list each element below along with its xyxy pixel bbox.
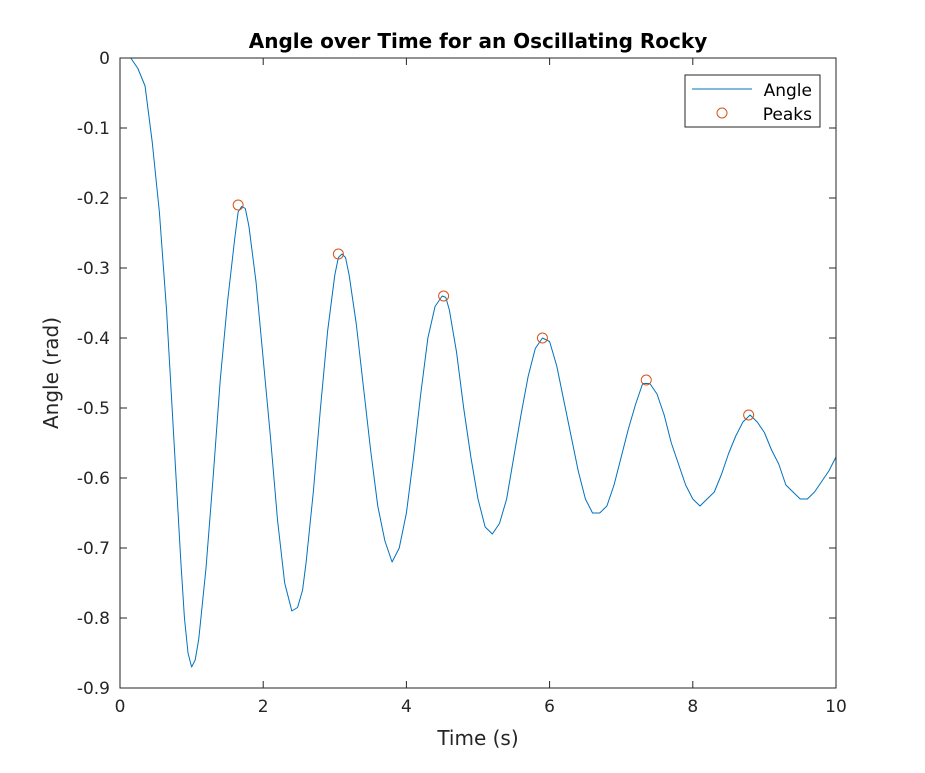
y-tick-label: -0.1 (77, 119, 110, 139)
peak-marker (232, 199, 244, 211)
peak-marker (438, 290, 450, 302)
legend-peaks-marker (716, 107, 728, 119)
x-axis-label: Time (s) (436, 726, 518, 750)
y-tick-label: -0.8 (77, 609, 110, 629)
y-tick-label: -0.3 (77, 259, 110, 279)
y-tick-label: -0.2 (77, 189, 110, 209)
legend-peaks-label: Peaks (763, 105, 812, 125)
chart-title: Angle over Time for an Oscillating Rocky (249, 29, 708, 53)
y-tick-label: 0 (99, 49, 110, 69)
y-tick-label: -0.9 (77, 679, 110, 699)
angle-series-line (130, 57, 837, 668)
x-tick-label: 6 (544, 697, 555, 717)
peak-marker (332, 248, 344, 260)
y-tick-label: -0.6 (77, 469, 110, 489)
x-axis-ticks: 0 2 4 6 8 10 (115, 58, 847, 717)
legend: Angle Peaks (684, 74, 821, 128)
plot-frame (119, 57, 837, 689)
peak-marker (743, 409, 755, 421)
series-layer (130, 57, 837, 668)
y-tick-label: -0.4 (77, 329, 110, 349)
y-tick-label: -0.5 (77, 399, 110, 419)
legend-box (684, 74, 821, 128)
y-tick-label: -0.7 (77, 539, 110, 559)
peak-marker (536, 332, 548, 344)
x-tick-label: 2 (258, 697, 269, 717)
x-tick-label: 4 (401, 697, 412, 717)
x-tick-label: 10 (825, 697, 847, 717)
x-tick-label: 0 (115, 697, 126, 717)
y-axis-label: Angle (rad) (39, 317, 63, 429)
legend-angle-label: Angle (764, 81, 812, 101)
y-axis-ticks: 0 -0.1 -0.2 -0.3 -0.4 -0.5 -0.6 -0.7 -0.8 -0.9 (77, 49, 836, 699)
plot-area (120, 58, 836, 688)
marker-layer (232, 199, 755, 421)
peak-marker (640, 374, 652, 386)
x-tick-label: 8 (687, 697, 698, 717)
